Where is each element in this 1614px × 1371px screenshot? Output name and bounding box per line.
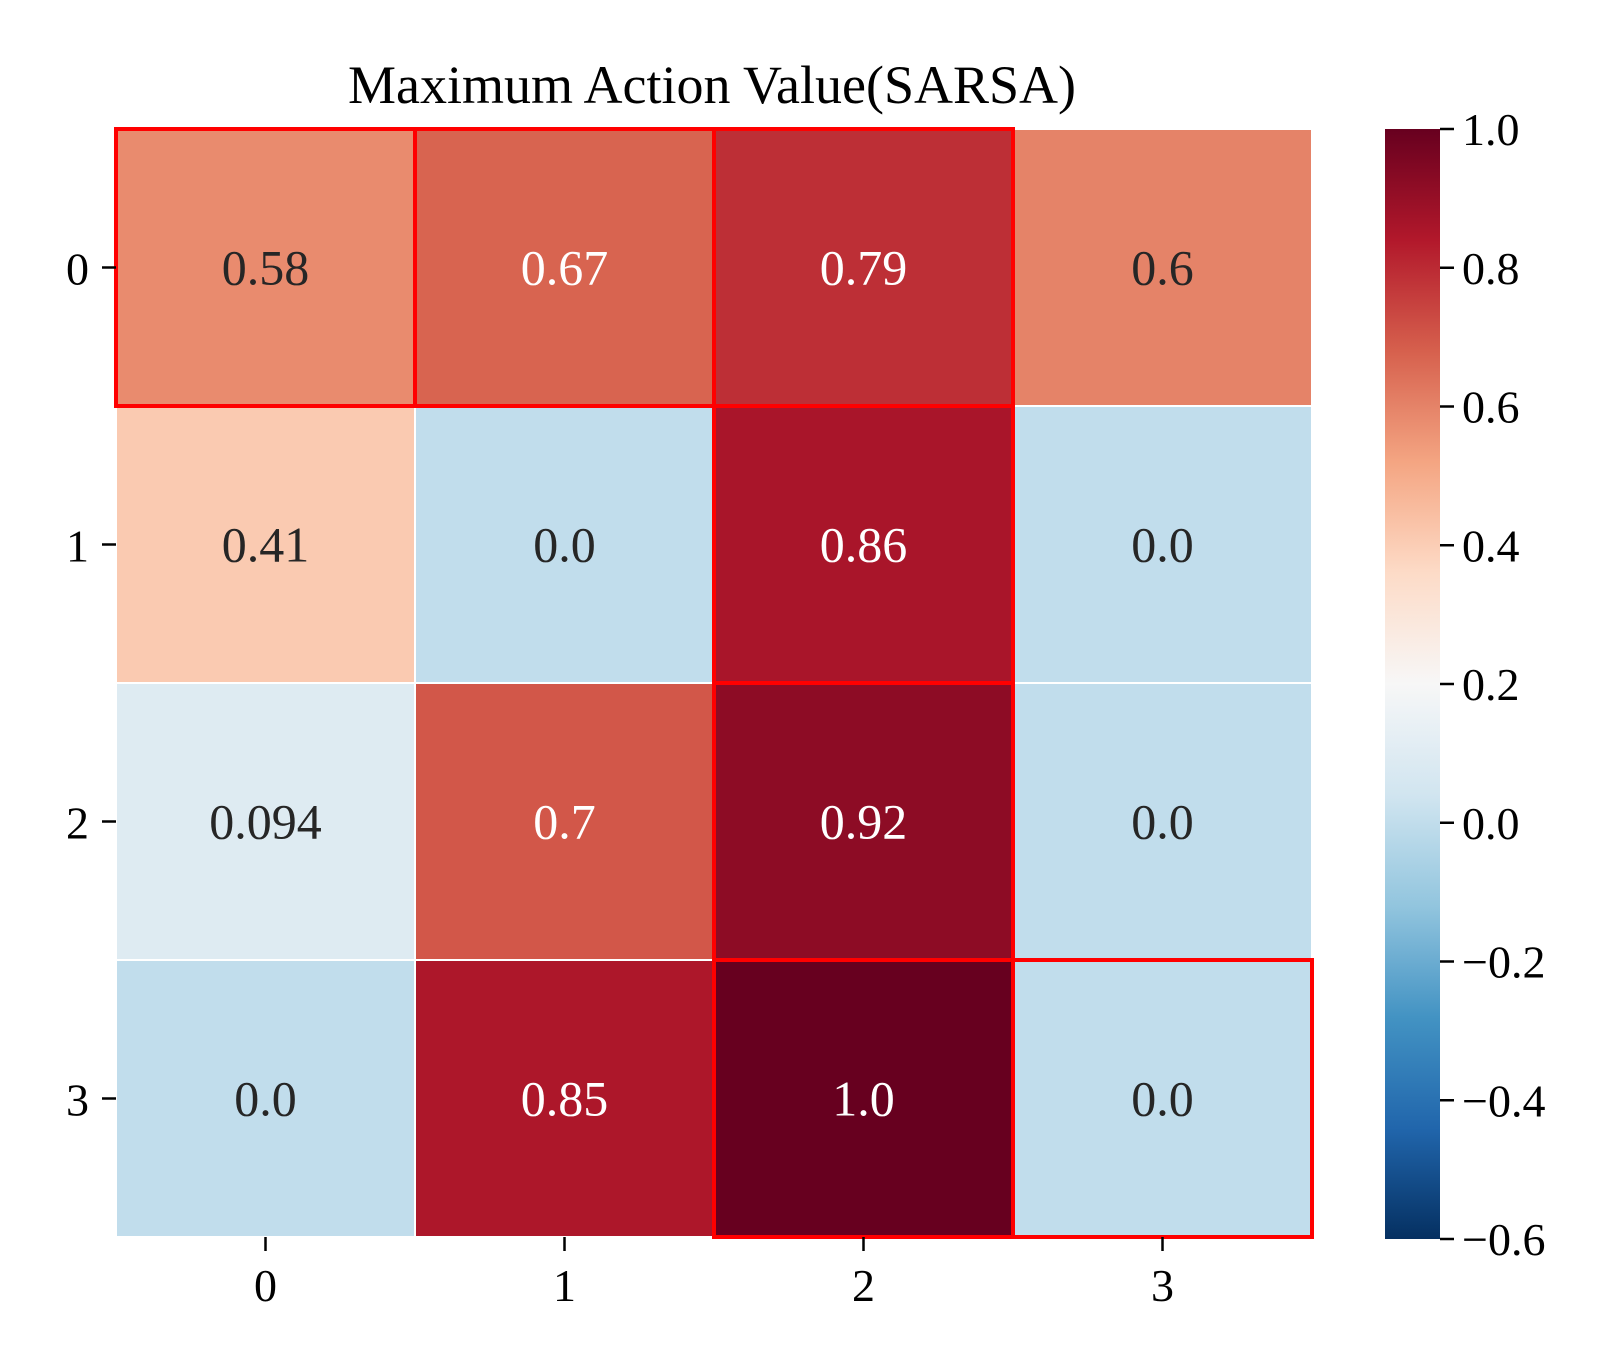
- colorbar-tick-label-7: −0.4: [1462, 1075, 1545, 1126]
- cell-value-label-1-2: 0.86: [820, 517, 908, 573]
- cell-value-label-3-1: 0.85: [521, 1071, 609, 1127]
- heatmap-cell-3-3: [1012, 959, 1313, 1238]
- heatmap-cell-3-1: [414, 959, 715, 1238]
- cell-value-label-2-1: 0.7: [533, 794, 596, 850]
- colorbar-tick-label-3: 0.4: [1462, 520, 1520, 571]
- y-tick-label-1: 1: [66, 521, 89, 572]
- heatmap-cell-2-0: [115, 682, 416, 961]
- y-tick-label-3: 3: [66, 1075, 89, 1126]
- heatmap-cell-0-2: [713, 128, 1014, 407]
- x-axis: 0 1 2 3: [254, 1237, 1174, 1311]
- cell-value-label-3-2: 1.0: [832, 1071, 895, 1127]
- y-axis: 0 1 2 3: [66, 244, 116, 1126]
- x-tick-label-3: 3: [1151, 1260, 1174, 1311]
- cell-value-label-0-1: 0.67: [521, 240, 609, 296]
- colorbar-tick-label-2: 0.6: [1462, 382, 1520, 433]
- cell-value-label-1-0: 0.41: [222, 517, 310, 573]
- heatmap-cell-2-3: [1012, 682, 1313, 961]
- cell-value-label-2-3: 0.0: [1131, 794, 1194, 850]
- colorbar-tick-label-0: 1.0: [1462, 104, 1520, 155]
- x-tick-label-1: 1: [553, 1260, 576, 1311]
- colorbar-tick-label-4: 0.2: [1462, 659, 1520, 710]
- x-tick-label-0: 0: [254, 1260, 277, 1311]
- chart-title: Maximum Action Value(SARSA): [348, 55, 1076, 115]
- cell-value-label-2-2: 0.92: [820, 794, 908, 850]
- cell-value-label-3-0: 0.0: [234, 1071, 297, 1127]
- cell-value-label-3-3: 0.0: [1131, 1071, 1194, 1127]
- heatmap-cell-3-2: [713, 959, 1014, 1238]
- y-tick-label-2: 2: [66, 798, 89, 849]
- colorbar-tick-label-6: −0.2: [1462, 937, 1545, 988]
- cell-value-label-1-1: 0.0: [533, 517, 596, 573]
- heatmap-cell-2-2: [713, 682, 1014, 961]
- cell-value-label-2-0: 0.094: [209, 794, 322, 850]
- colorbar-tick-label-1: 0.8: [1462, 243, 1520, 294]
- heatmap-cell-0-0: [115, 128, 416, 407]
- cell-value-label-0-2: 0.79: [820, 240, 908, 296]
- heatmap-cells: 0.58 0.67 0.79 0.6 0.41 0.0 0.86 0.0 0.094 0.7 0.9…: [115, 128, 1313, 1238]
- cell-value-label-0-3: 0.6: [1131, 240, 1194, 296]
- heatmap-cell-1-0: [115, 405, 416, 684]
- heatmap-cell-1-3: [1012, 405, 1313, 684]
- cell-value-label-0-0: 0.58: [222, 240, 310, 296]
- heatmap-cell-1-1: [414, 405, 715, 684]
- colorbar-gradient: [1385, 129, 1440, 1239]
- y-tick-label-0: 0: [66, 244, 89, 295]
- cell-value-label-1-3: 0.0: [1131, 517, 1194, 573]
- x-tick-label-2: 2: [852, 1260, 875, 1311]
- heatmap-cell-3-0: [115, 959, 416, 1238]
- heatmap-cell-1-2: [713, 405, 1014, 684]
- colorbar: 1.0 0.8 0.6 0.4 0.2 0.0 −0.2 −0.4 −0.6: [1385, 104, 1545, 1265]
- colorbar-tick-label-5: 0.0: [1462, 798, 1520, 849]
- colorbar-tick-label-8: −0.6: [1462, 1214, 1545, 1265]
